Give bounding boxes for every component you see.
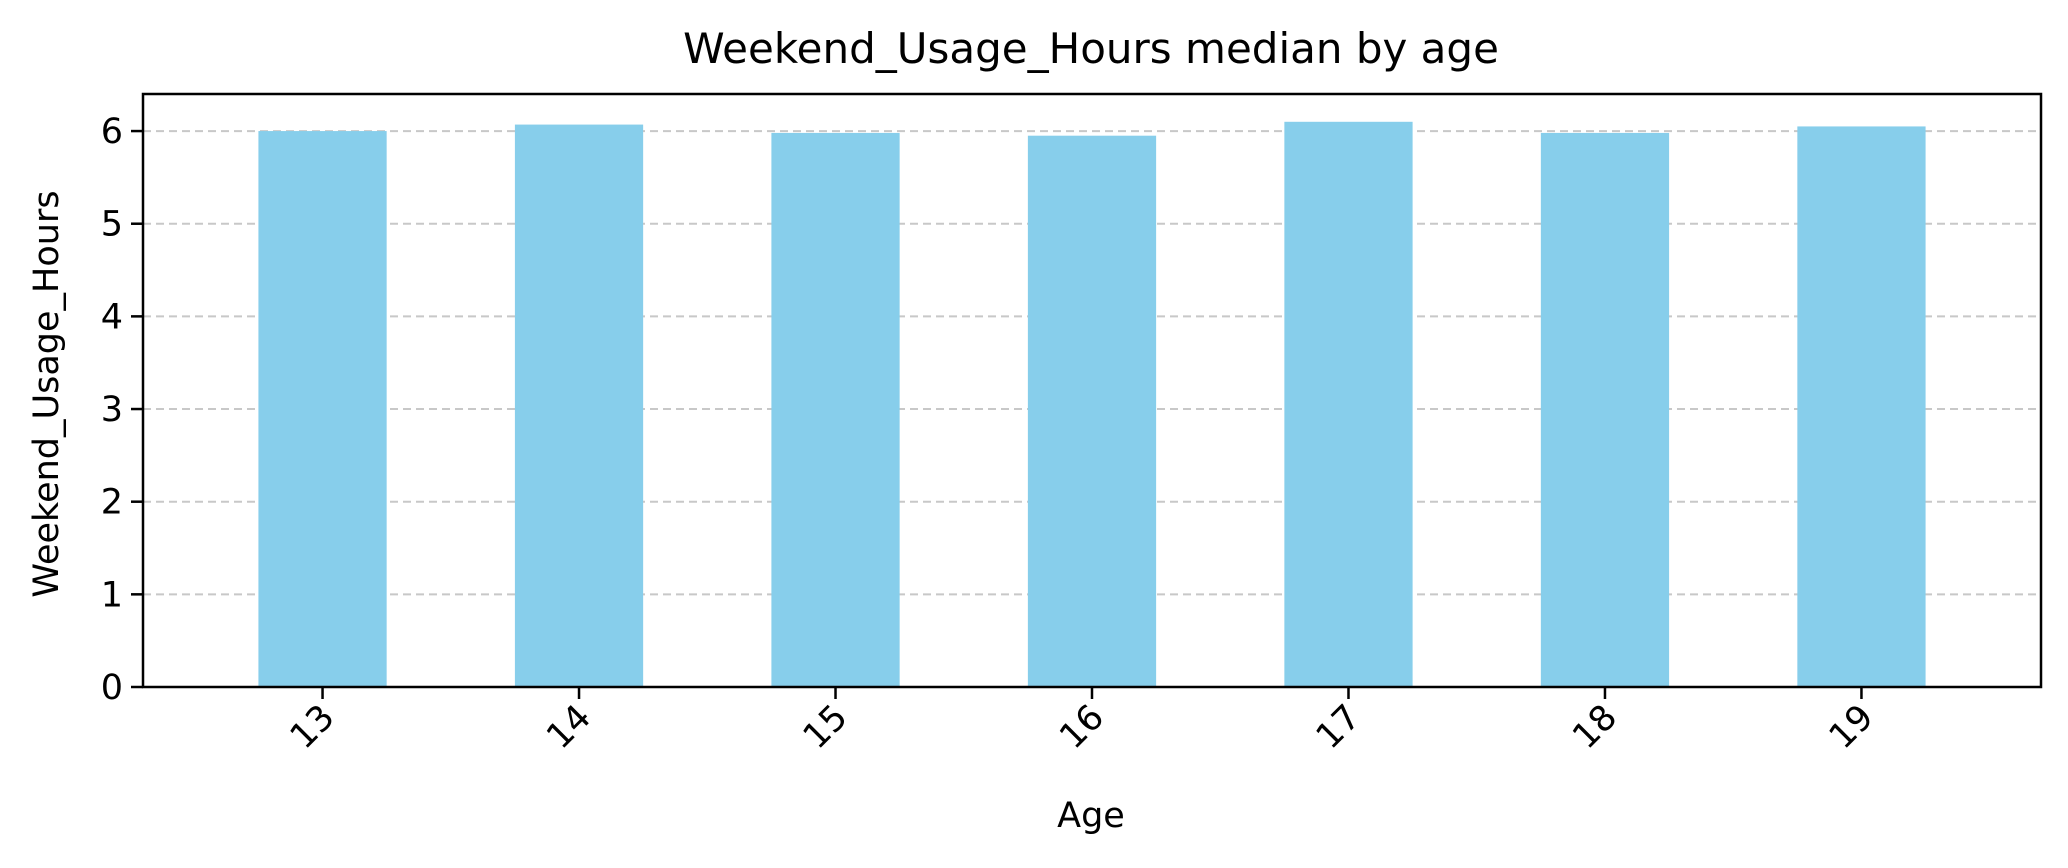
- y-tick-label: 1: [101, 575, 123, 615]
- y-axis-label: Weekend_Usage_Hours: [27, 190, 67, 597]
- bar-17: [1284, 121, 1413, 687]
- chart-title: Weekend_Usage_Hours median by age: [683, 24, 1499, 73]
- y-tick-label: 5: [101, 205, 123, 245]
- x-axis: 13 14 15 16 17 18 19: [283, 687, 1882, 757]
- x-tick-label: 15: [796, 697, 856, 757]
- x-tick-label: 16: [1052, 697, 1112, 757]
- bar-14: [514, 124, 644, 688]
- y-axis: 0 1 2 3 4 5 6: [101, 112, 143, 708]
- y-tick-label: 6: [101, 112, 123, 152]
- x-tick-label: 14: [539, 697, 599, 757]
- bar-18: [1540, 132, 1670, 687]
- y-tick-label: 0: [101, 668, 123, 708]
- y-tick-label: 3: [101, 390, 123, 430]
- y-tick-label: 2: [101, 483, 123, 523]
- x-tick-label: 19: [1822, 697, 1882, 757]
- y-tick-label: 4: [101, 297, 123, 337]
- bar-19: [1797, 126, 1926, 687]
- x-tick-label: 17: [1309, 697, 1369, 757]
- x-axis-label: Age: [1057, 796, 1125, 836]
- bar-15: [771, 132, 900, 687]
- x-tick-label: 18: [1565, 697, 1625, 757]
- bars-layer: [258, 121, 1926, 688]
- x-tick-label: 13: [283, 697, 343, 757]
- bar-16: [1027, 135, 1157, 687]
- bar-13: [258, 131, 387, 687]
